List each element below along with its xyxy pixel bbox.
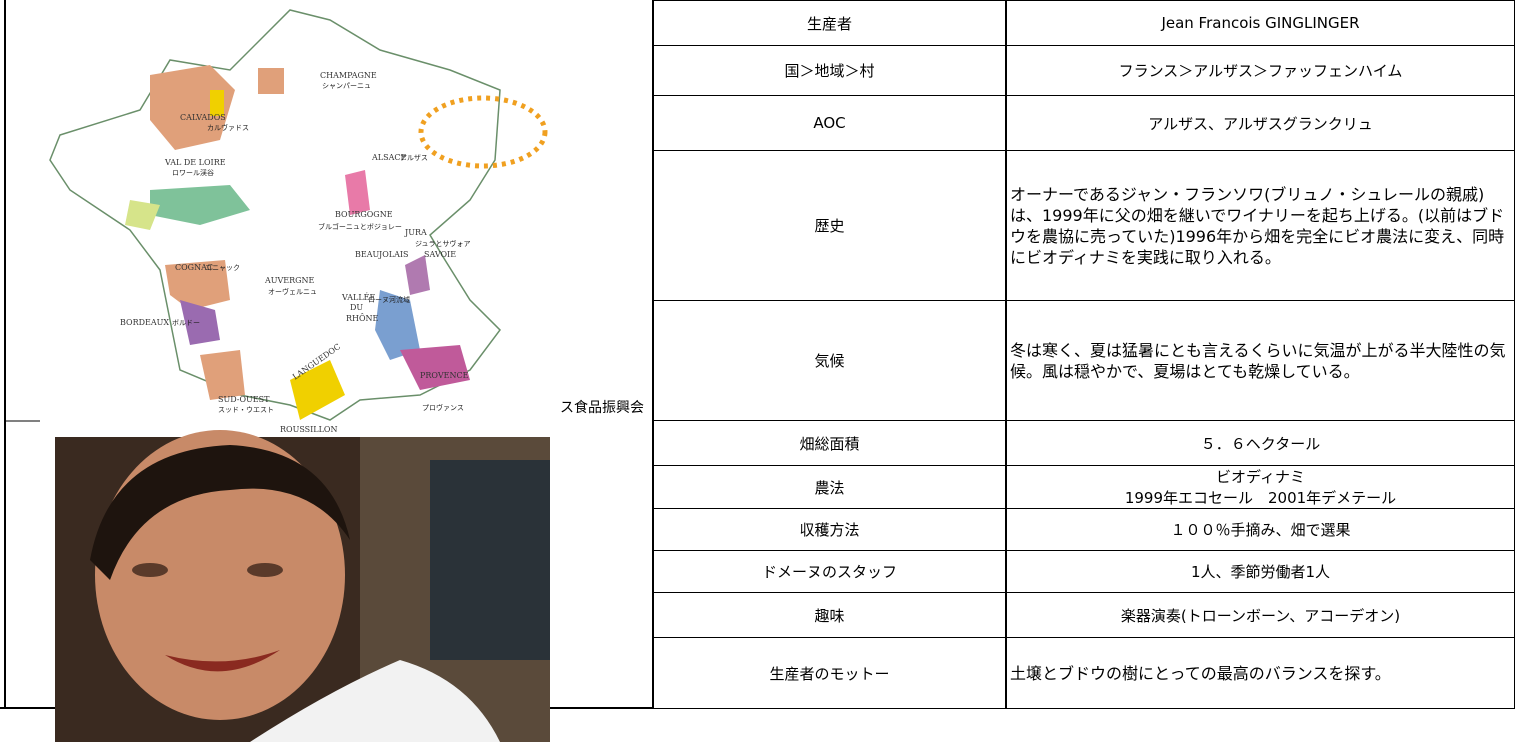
row-value: フランス＞アルザス＞ファッフェンハイム: [1005, 45, 1515, 96]
map-label: CHAMPAGNE: [320, 71, 377, 80]
row-value: ビオディナミ 1999年エコセール 2001年デメテール: [1005, 465, 1515, 509]
portrait-photo: [55, 430, 550, 742]
table-row: AOC アルザス、アルザスグランクリュ: [652, 95, 1515, 151]
table-row: 趣味 楽器演奏(トローンボーン、アコーデオン): [652, 592, 1515, 638]
map-label: ROUSSILLON: [280, 425, 338, 434]
map-label: COGNAC: [175, 263, 213, 272]
map-label: コニャック: [205, 264, 240, 272]
row-label: ドメーヌのスタッフ: [652, 550, 1007, 593]
table-row: 農法 ビオディナミ 1999年エコセール 2001年デメテール: [652, 465, 1515, 509]
table-row: 歴史 オーナーであるジャン・フランソワ(ブリュノ・シュレールの親戚)は、1999年…: [652, 150, 1515, 301]
row-label: 生産者: [652, 0, 1007, 46]
map-label: スッド・ウエスト: [218, 406, 274, 414]
map-label: BOURGOGNE: [335, 210, 393, 219]
map-label: ALSACE: [371, 153, 406, 162]
row-value: オーナーであるジャン・フランソワ(ブリュノ・シュレールの親戚)は、1999年に父…: [1005, 150, 1515, 301]
row-value: 楽器演奏(トローンボーン、アコーデオン): [1005, 592, 1515, 638]
row-label: 趣味: [652, 592, 1007, 638]
map-label: ジュラとサヴォア: [415, 239, 471, 248]
map-label: BEAUJOLAIS: [355, 250, 409, 259]
map-label: ブルゴーニュとボジョレー: [318, 222, 402, 231]
map-label: SAVOIE: [424, 250, 456, 259]
table-row: 国＞地域＞村 フランス＞アルザス＞ファッフェンハイム: [652, 45, 1515, 96]
map-label: ボルドー: [172, 319, 200, 327]
map-label: CALVADOS: [180, 113, 226, 122]
map-label: ロワール渓谷: [172, 168, 214, 177]
row-value: １００％手摘み、畑で選果: [1005, 508, 1515, 551]
table-row: 生産者のモットー 土壌とブドウの樹にとっての最高のバランスを探す。: [652, 637, 1515, 709]
row-label: 農法: [652, 465, 1007, 509]
value-line: 1999年エコセール 2001年デメテール: [1124, 489, 1397, 507]
table-row: 生産者 Jean Francois GINGLINGER: [652, 0, 1515, 46]
map-label: VAL DE LOIRE: [164, 158, 226, 167]
caption: ス食品振興会: [560, 399, 644, 416]
map-label: SUD-OUEST: [218, 395, 270, 404]
map-label: BORDEAUX: [120, 318, 169, 327]
map-label: プロヴァンス: [422, 403, 464, 412]
map-label: JURA: [404, 228, 427, 237]
map-label: AUVERGNE: [264, 276, 315, 285]
row-label: 国＞地域＞村: [652, 45, 1007, 96]
map-label: オーヴェルニュ: [268, 287, 317, 296]
table-row: 畑総面積 ５．６ヘクタール: [652, 420, 1515, 466]
row-label: 気候: [652, 300, 1007, 421]
profile-table: 生産者 Jean Francois GINGLINGER 国＞地域＞村 フランス＞アル…: [652, 0, 1515, 709]
row-label: 畑総面積: [652, 420, 1007, 466]
map-label: DU: [350, 303, 363, 312]
map-label: アルザス: [400, 154, 428, 162]
row-label: 歴史: [652, 150, 1007, 301]
map-label: VALLÉE: [341, 293, 375, 302]
map-label: PROVENCE: [420, 371, 469, 380]
map-label: シャンパーニュ: [322, 82, 371, 90]
value-line: ビオディナミ: [1216, 468, 1305, 486]
table-row: ドメーヌのスタッフ 1人、季節労働者1人: [652, 550, 1515, 593]
map-label: カルヴァドス: [207, 123, 249, 132]
row-value: 冬は寒く、夏は猛暑にとも言えるくらいに気温が上がる半大陸性の気候。風は穏やかで、…: [1005, 300, 1515, 421]
row-value: ５．６ヘクタール: [1005, 420, 1515, 466]
row-label: 収穫方法: [652, 508, 1007, 551]
table-row: 収穫方法 １００％手摘み、畑で選果: [652, 508, 1515, 551]
map-label: RHÔNE: [346, 314, 379, 323]
row-value: アルザス、アルザスグランクリュ: [1005, 95, 1515, 151]
table-row: 気候 冬は寒く、夏は猛暑にとも言えるくらいに気温が上がる半大陸性の気候。風は穏やか…: [652, 300, 1515, 421]
map-label: ローヌ河流域: [368, 295, 410, 304]
row-value: 1人、季節労働者1人: [1005, 550, 1515, 593]
row-value: 土壌とブドウの樹にとっての最高のバランスを探す。: [1005, 637, 1515, 709]
row-label: 生産者のモットー: [652, 637, 1007, 709]
row-label: AOC: [652, 95, 1007, 151]
france-map: [49, 9, 548, 421]
row-value: Jean Francois GINGLINGER: [1005, 0, 1515, 46]
